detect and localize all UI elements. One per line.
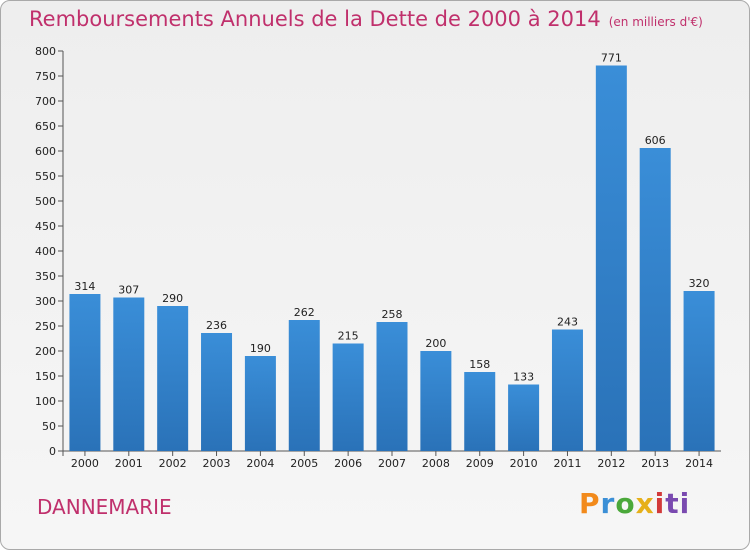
bar-2008 bbox=[420, 351, 452, 451]
logo-letter-i: i bbox=[654, 487, 666, 520]
commune-name: DANNEMARIE bbox=[37, 495, 172, 519]
value-label-2002: 290 bbox=[162, 292, 183, 305]
value-label-2010: 133 bbox=[513, 371, 534, 384]
x-tick-label-2002: 2002 bbox=[159, 457, 187, 470]
bar-2009 bbox=[464, 372, 496, 451]
logo-letter-o: o bbox=[615, 487, 636, 520]
value-label-2006: 215 bbox=[338, 330, 359, 343]
x-tick-label-2005: 2005 bbox=[290, 457, 318, 470]
y-tick-label: 300 bbox=[35, 295, 56, 308]
x-tick-label-2014: 2014 bbox=[685, 457, 713, 470]
x-tick-label-2001: 2001 bbox=[115, 457, 143, 470]
value-label-2013: 606 bbox=[645, 134, 666, 147]
chart-title: Remboursements Annuels de la Dette de 20… bbox=[29, 7, 703, 31]
logo-letter-x: x bbox=[635, 487, 655, 520]
bar-2006 bbox=[332, 343, 364, 451]
value-label-2003: 236 bbox=[206, 319, 227, 332]
y-tick-label: 700 bbox=[35, 95, 56, 108]
y-tick-label: 200 bbox=[35, 345, 56, 358]
unit-label: (en milliers d'€) bbox=[608, 15, 703, 29]
value-label-2012: 771 bbox=[601, 52, 622, 65]
x-tick-label-2000: 2000 bbox=[71, 457, 99, 470]
x-tick-label-2003: 2003 bbox=[203, 457, 231, 470]
bar-2010 bbox=[508, 384, 540, 451]
bar-2002 bbox=[157, 306, 189, 451]
y-tick-label: 750 bbox=[35, 70, 56, 83]
logo-letter-ti: ti bbox=[665, 487, 691, 520]
bar-2014 bbox=[683, 291, 715, 451]
bar-2007 bbox=[376, 322, 408, 451]
bar-2012 bbox=[595, 65, 627, 451]
bar-2005 bbox=[288, 320, 320, 451]
proxiti-logo: Proxiti bbox=[579, 487, 690, 520]
y-tick-label: 250 bbox=[35, 320, 56, 333]
y-tick-label: 550 bbox=[35, 170, 56, 183]
y-tick-label: 150 bbox=[35, 370, 56, 383]
value-label-2000: 314 bbox=[74, 280, 95, 293]
bar-2004 bbox=[244, 356, 276, 451]
x-tick-label-2007: 2007 bbox=[378, 457, 406, 470]
y-tick-label: 500 bbox=[35, 195, 56, 208]
value-label-2008: 200 bbox=[425, 337, 446, 350]
bar-2011 bbox=[551, 329, 583, 451]
y-tick-label: 350 bbox=[35, 270, 56, 283]
logo-letter-r: r bbox=[600, 487, 616, 520]
y-tick-label: 50 bbox=[42, 420, 56, 433]
x-tick-label-2012: 2012 bbox=[597, 457, 625, 470]
x-tick-label-2009: 2009 bbox=[466, 457, 494, 470]
y-tick-label: 0 bbox=[49, 445, 56, 458]
y-tick-label: 800 bbox=[35, 45, 56, 58]
y-tick-label: 100 bbox=[35, 395, 56, 408]
value-label-2007: 258 bbox=[382, 308, 403, 321]
bar-2013 bbox=[639, 148, 671, 451]
x-tick-label-2011: 2011 bbox=[553, 457, 581, 470]
y-tick-label: 600 bbox=[35, 145, 56, 158]
bar-2001 bbox=[113, 297, 145, 451]
y-tick-label: 400 bbox=[35, 245, 56, 258]
x-tick-label-2004: 2004 bbox=[246, 457, 274, 470]
x-tick-label-2006: 2006 bbox=[334, 457, 362, 470]
title-text: Remboursements Annuels de la Dette de 20… bbox=[29, 7, 601, 31]
logo-letter-p: P bbox=[579, 487, 601, 520]
x-tick-label-2013: 2013 bbox=[641, 457, 669, 470]
x-tick-label-2008: 2008 bbox=[422, 457, 450, 470]
y-tick-label: 450 bbox=[35, 220, 56, 233]
value-label-2009: 158 bbox=[469, 358, 490, 371]
bar-2000 bbox=[69, 294, 101, 451]
value-label-2005: 262 bbox=[294, 306, 315, 319]
y-tick-label: 650 bbox=[35, 120, 56, 133]
value-label-2004: 190 bbox=[250, 342, 271, 355]
bar-2003 bbox=[201, 333, 233, 451]
value-label-2001: 307 bbox=[118, 284, 139, 297]
value-label-2014: 320 bbox=[689, 277, 710, 290]
value-label-2011: 243 bbox=[557, 316, 578, 329]
x-tick-label-2010: 2010 bbox=[510, 457, 538, 470]
